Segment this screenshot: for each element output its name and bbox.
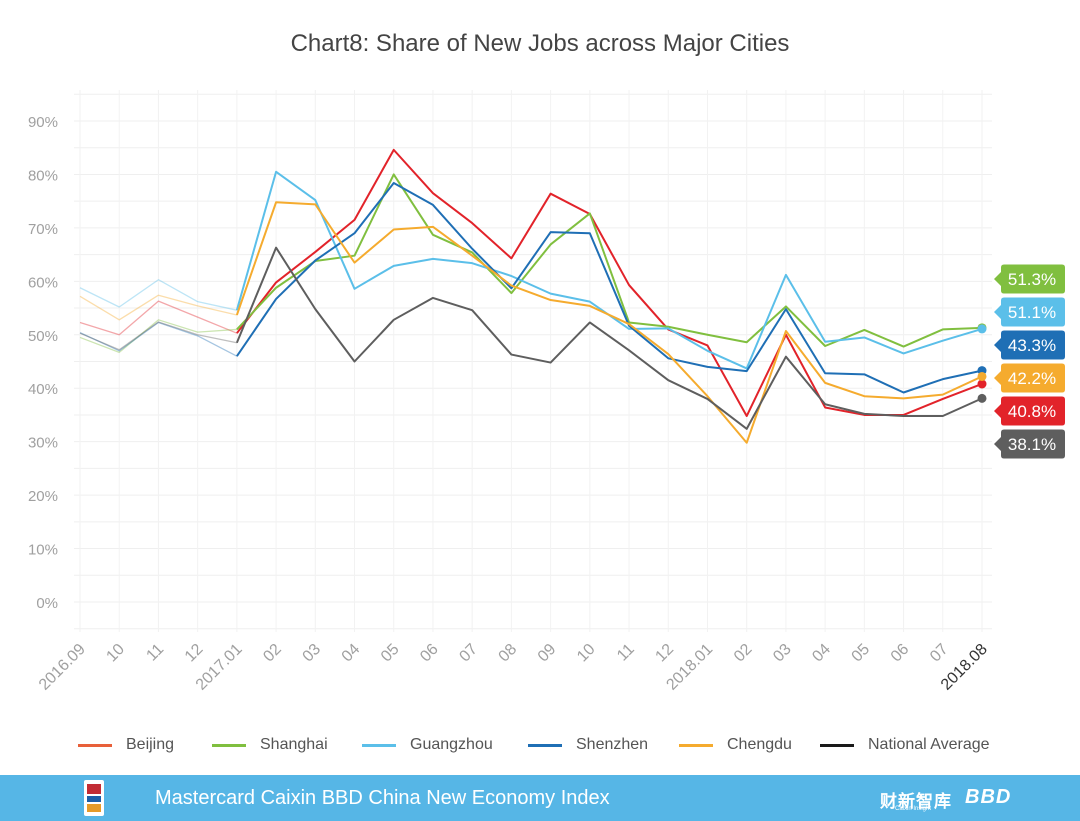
x-tick-label: 05 bbox=[849, 641, 874, 666]
x-tick-label: 08 bbox=[496, 641, 521, 666]
x-tick-label: 09 bbox=[535, 641, 560, 666]
x-tick-label: 06 bbox=[888, 641, 913, 666]
legend-label: Shanghai bbox=[260, 736, 328, 753]
series-line bbox=[235, 201, 983, 444]
series-line-faded bbox=[79, 300, 238, 336]
end-label-text: 42.2% bbox=[1008, 369, 1056, 388]
footer-banner: Mastercard Caixin BBD China New Economy … bbox=[0, 775, 1080, 821]
legend-item: National Average bbox=[820, 734, 990, 756]
x-tick-label: 03 bbox=[300, 641, 325, 666]
end-label-text: 51.1% bbox=[1008, 303, 1056, 322]
legend-label: Beijing bbox=[126, 736, 175, 753]
y-tick-label: 40% bbox=[28, 381, 58, 398]
x-tick-label: 05 bbox=[378, 641, 403, 666]
y-tick-label: 80% bbox=[28, 167, 58, 184]
legend-swatch bbox=[820, 743, 854, 747]
end-label-box bbox=[994, 264, 1065, 294]
series-line bbox=[236, 148, 983, 418]
legend-label: National Average bbox=[868, 736, 990, 753]
series-end-point bbox=[977, 324, 987, 334]
chart-title: Chart8: Share of New Jobs across Major C… bbox=[290, 30, 790, 57]
legend-swatch bbox=[362, 743, 396, 747]
legend-label: Guangzhou bbox=[410, 736, 493, 753]
series-end-point bbox=[977, 371, 987, 381]
legend-label: Shenzhen bbox=[576, 736, 649, 753]
x-tick-label: 02 bbox=[731, 641, 756, 666]
x-tick-label: 2016.09 bbox=[36, 641, 89, 694]
series-line-faded bbox=[79, 321, 238, 357]
grid-layer bbox=[74, 90, 992, 632]
end-label-text: 43.3% bbox=[1008, 336, 1056, 355]
end-label-text: 38.1% bbox=[1008, 435, 1056, 454]
x-tick-label: 07 bbox=[927, 641, 952, 666]
x-tick-label: 04 bbox=[339, 641, 364, 666]
end-label-box bbox=[994, 396, 1065, 426]
series-line-faded bbox=[79, 319, 237, 354]
end-labels: 51.3% 51.1% 43.3% 42.2% 40.8% 38.1% bbox=[994, 264, 1065, 459]
series-line bbox=[236, 173, 983, 348]
end-label-box bbox=[994, 297, 1065, 327]
end-label-box bbox=[994, 363, 1065, 393]
y-tick-label: 90% bbox=[28, 114, 58, 131]
caixin-insight-logo: 财新智库 bbox=[880, 792, 952, 811]
x-tick-label: 12 bbox=[652, 641, 677, 666]
end-label-text: 40.8% bbox=[1008, 402, 1056, 421]
y-tick-label: 60% bbox=[28, 274, 58, 291]
y-tick-label: 50% bbox=[28, 328, 58, 345]
series-line bbox=[236, 181, 983, 394]
x-tick-label: 02 bbox=[260, 641, 285, 666]
series-layer bbox=[79, 148, 987, 444]
series-end-point bbox=[977, 393, 987, 403]
y-axis-ticks: 0% 10% 20% 30% 40% 50% 60% 70% 80% 90% bbox=[28, 114, 58, 612]
y-tick-label: 20% bbox=[28, 488, 58, 505]
legend-swatch bbox=[679, 743, 713, 747]
end-label-box bbox=[994, 429, 1065, 459]
legend-swatch bbox=[78, 743, 112, 747]
series-end-point bbox=[977, 379, 987, 389]
series-line bbox=[235, 246, 983, 430]
legend-item: Chengdu bbox=[679, 734, 792, 756]
y-tick-label: 10% bbox=[28, 542, 58, 559]
legend: Beijing Shanghai Guangzhou Shenzhen Chengdu N… bbox=[78, 734, 1008, 756]
legend-swatch bbox=[212, 743, 246, 747]
series-line-faded bbox=[79, 321, 237, 351]
legend-swatch bbox=[528, 743, 562, 747]
series-line-faded bbox=[79, 279, 238, 311]
legend-item: Shenzhen bbox=[528, 734, 648, 756]
x-tick-label: 10 bbox=[103, 641, 128, 666]
bbd-logo: BBD bbox=[965, 786, 1012, 808]
x-tick-label: 10 bbox=[574, 641, 599, 666]
legend-item: Beijing bbox=[78, 734, 174, 756]
series-line-faded bbox=[79, 294, 238, 321]
x-tick-label: 11 bbox=[614, 641, 638, 665]
end-label-text: 51.3% bbox=[1008, 270, 1056, 289]
end-label-box bbox=[994, 330, 1065, 360]
y-tick-label: 30% bbox=[28, 435, 58, 452]
y-tick-label: 0% bbox=[36, 595, 58, 612]
x-tick-label: 11 bbox=[143, 641, 167, 665]
line-chart: 0% 10% 20% 30% 40% 50% 60% 70% 80% 90% 2016.09 10 1… bbox=[28, 90, 1065, 694]
x-tick-label: 06 bbox=[417, 641, 442, 666]
x-tick-label: 03 bbox=[770, 641, 795, 666]
x-tick-label: 07 bbox=[456, 641, 481, 666]
legend-label: Chengdu bbox=[727, 736, 792, 753]
caixin-insight-subtitle: Caixin Insight bbox=[895, 806, 932, 812]
footer-title: Mastercard Caixin BBD China New Economy … bbox=[155, 787, 610, 809]
x-tick-label: 12 bbox=[182, 641, 207, 666]
y-tick-label: 70% bbox=[28, 221, 58, 238]
x-tick-label: 04 bbox=[809, 641, 834, 666]
legend-item: Guangzhou bbox=[362, 734, 493, 756]
nei-logo-icon bbox=[84, 780, 104, 816]
legend-item: Shanghai bbox=[212, 734, 328, 756]
